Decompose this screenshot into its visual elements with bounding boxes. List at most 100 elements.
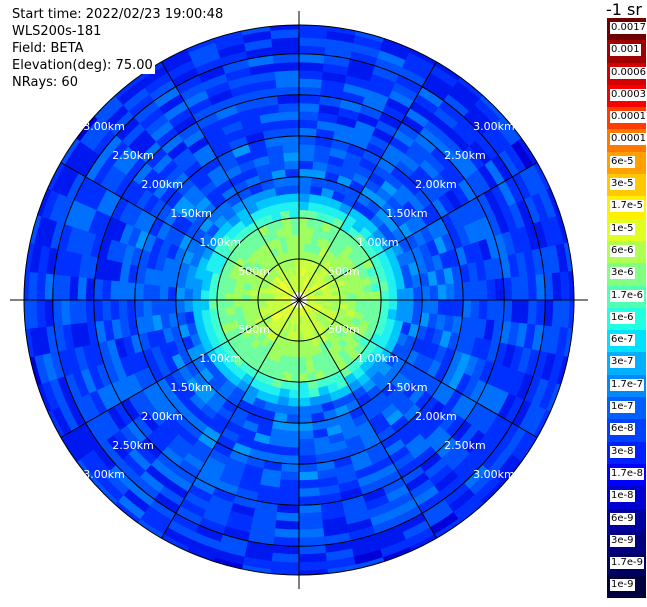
backscatter-cell [363,299,374,309]
backscatter-cell [290,364,300,375]
backscatter-cell [453,282,464,301]
colorbar-cell: 1.7e-6 [607,285,646,308]
backscatter-cell [421,299,431,315]
backscatter-cell [429,299,439,315]
colorbar-cell: 6e-9 [607,508,646,531]
backscatter-cell [453,299,464,318]
backscatter-cell [233,305,244,315]
range-label: 500m [328,265,360,278]
backscatter-cell [224,291,235,301]
backscatter-cell [118,280,128,301]
range-label: 1.00km [199,236,241,249]
backscatter-cell [183,287,194,301]
backscatter-cell [167,285,177,301]
colorbar-cell: 0.0006 [607,62,647,85]
colorbar-label: 6e-5 [610,155,635,168]
backscatter-cell [298,364,308,375]
backscatter-cell [494,299,505,322]
range-label: 2.50km [444,439,486,452]
colorbar-cell: 6e-5 [607,151,646,175]
backscatter-cell [233,299,243,308]
colorbar-label: 1e-9 [610,579,635,592]
range-label: 1.50km [170,381,212,394]
backscatter-cell [275,511,300,522]
backscatter-cell [298,373,308,383]
backscatter-cell [298,560,328,572]
backscatter-cell [298,471,319,481]
colorbar-label: 1.7e-9 [610,557,645,570]
colorbar-label: 1.7e-6 [610,289,645,302]
colorbar-label: 1.7e-8 [610,467,645,480]
backscatter-cell [298,430,314,440]
backscatter-cell [298,324,303,334]
backscatter-cell [298,397,311,408]
backscatter-cell [527,274,538,301]
device-name: WLS200s-181 [10,23,104,40]
backscatter-cell [274,520,300,531]
backscatter-cell [241,299,251,307]
colorbar-label: 3e-7 [610,356,635,369]
backscatter-cell [298,413,313,424]
range-label: 3.00km [473,120,515,133]
backscatter-cell [298,160,314,170]
backscatter-cell [93,278,104,301]
colorbar-cell: 1e-7 [607,397,646,420]
backscatter-cell [298,119,319,129]
backscatter-cell [159,285,169,301]
backscatter-cell [355,299,365,308]
colorbar-label: 3e-9 [610,534,635,547]
backscatter-cell [270,560,300,572]
backscatter-cell [36,272,47,301]
backscatter-cell [478,279,489,301]
backscatter-cell [289,209,300,219]
colorbar-cell: 6e-8 [607,419,646,442]
backscatter-cell [331,295,341,301]
backscatter-cell [134,299,145,318]
colorbar-cell: 1.7e-7 [607,374,646,398]
backscatter-cell [284,234,294,245]
backscatter-cell [278,487,300,498]
backscatter-cell [396,288,407,301]
backscatter-cells [23,24,575,576]
backscatter-cell [150,284,161,301]
backscatter-cell [298,110,320,121]
backscatter-cell [295,266,300,276]
backscatter-cell [421,285,431,301]
range-label: 1.00km [199,352,241,365]
backscatter-cell [208,299,218,310]
backscatter-cell [274,69,300,80]
backscatter-cell [298,422,314,432]
backscatter-cell [298,94,321,105]
colorbar-cell: 6e-7 [607,330,646,353]
backscatter-cell [470,299,480,320]
backscatter-cell [216,291,226,301]
backscatter-cell [284,160,300,170]
backscatter-cell [372,299,382,309]
backscatter-cell [68,299,79,325]
backscatter-cell [380,299,390,310]
colorbar-label: 1e-5 [610,222,635,235]
backscatter-cell [510,299,521,324]
azimuth-lines [10,11,588,589]
backscatter-cell [286,405,300,416]
backscatter-cell [101,299,112,321]
range-label: 2.50km [444,149,486,162]
colorbar-cell: 1e-8 [607,486,646,509]
backscatter-cell [134,282,145,301]
backscatter-cell [191,299,202,312]
backscatter-cell [290,217,300,227]
colorbar-label: 3e-6 [610,267,635,280]
backscatter-cell [298,511,323,522]
colorbar-label: 0.0003 [610,88,647,101]
backscatter-cell [150,299,161,316]
colorbar-cell: 0.001 [607,40,646,63]
backscatter-cell [290,373,300,383]
backscatter-cell [559,271,571,301]
backscatter-cell [298,78,323,89]
backscatter-cell [298,209,309,219]
backscatter-cell [277,495,300,506]
backscatter-cell [298,340,305,350]
backscatter-cell [298,446,316,457]
backscatter-cell [298,168,314,178]
range-label: 2.50km [112,439,154,452]
